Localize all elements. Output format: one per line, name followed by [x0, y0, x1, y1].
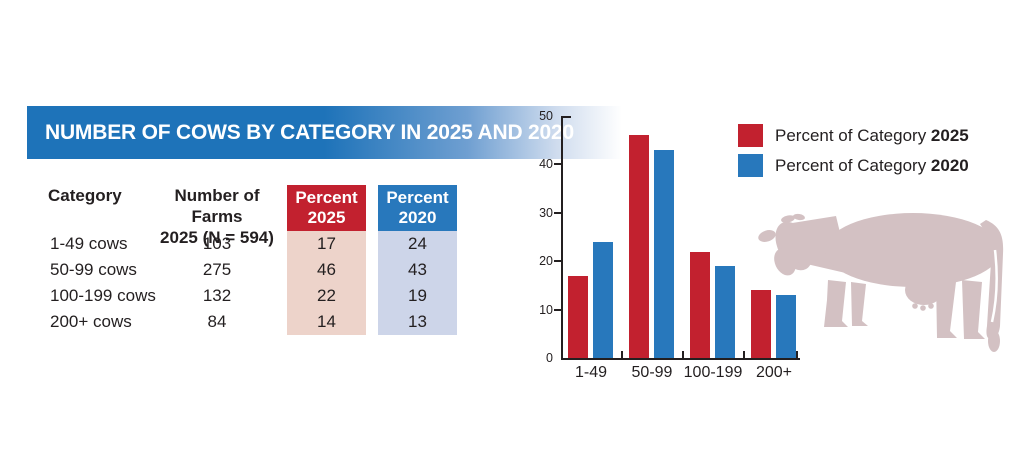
table-row: 200+ cows 84 14 13	[48, 309, 468, 335]
y-axis-tick-label: 10	[539, 302, 553, 317]
title-band: NUMBER OF COWS BY CATEGORY IN 2025 AND 2…	[27, 106, 622, 159]
header-percent-2020: Percent 2020	[378, 185, 457, 231]
bar-2025-50-99	[629, 135, 649, 358]
table-row: 100-199 cows 132 22 19	[48, 283, 468, 309]
legend-item-2025: Percent of Category 2025	[738, 124, 969, 147]
y-axis-tick	[554, 211, 561, 214]
x-axis-label: 1-49	[574, 364, 608, 381]
pct2025-cell: 22	[317, 286, 336, 305]
header-farms-line1: Number of Farms	[174, 186, 260, 226]
legend-label-2025: Percent of Category	[775, 125, 931, 145]
bar-2020-50-99	[654, 149, 674, 358]
legend-year-2020: 2020	[930, 155, 969, 175]
page-title: NUMBER OF COWS BY CATEGORY IN 2025 AND 2…	[45, 120, 574, 144]
y-axis-tick-label: 40	[539, 157, 553, 172]
legend-label-2020: Percent of Category	[775, 155, 931, 175]
legend-year-2025: 2025	[930, 125, 969, 145]
x-axis-tick	[682, 351, 684, 358]
bar-2020-200+	[776, 295, 796, 358]
header-farms: Number of Farms 2025 (N = 594)	[155, 185, 279, 248]
farms-cell: 103	[202, 234, 232, 253]
x-axis-tick	[743, 351, 745, 358]
pct2020-cell: 13	[408, 312, 427, 331]
legend-item-2020: Percent of Category 2020	[738, 154, 969, 177]
bar-2025-200+	[751, 290, 771, 358]
pct-2020-column-bg	[378, 231, 457, 335]
y-axis-tick	[554, 260, 561, 263]
pct2025-cell: 17	[317, 234, 336, 253]
category-cell: 1-49 cows	[50, 234, 128, 253]
farms-cell: 132	[202, 286, 232, 305]
cow-silhouette-icon	[758, 213, 1004, 352]
x-axis-end-tick	[796, 351, 798, 358]
legend-swatch-2025	[738, 124, 763, 147]
farms-cell: 275	[202, 260, 232, 279]
x-axis-label: 200+	[755, 364, 793, 381]
x-axis-tick	[621, 351, 623, 358]
y-axis-tick-label: 50	[539, 109, 553, 123]
category-cell: 50-99 cows	[50, 260, 137, 279]
farms-cell: 84	[207, 312, 227, 331]
cows-table: Category Number of Farms 2025 (N = 594) …	[48, 185, 468, 335]
y-axis-tick-label: 30	[539, 205, 553, 220]
bar-2025-1-49	[568, 275, 588, 358]
bar-chart-plot-area: 0 10 20 30 40 50 1-49 50-99 100-199 200+	[539, 109, 800, 381]
category-cell: 200+ cows	[50, 312, 132, 331]
cow-rump-highlight	[990, 249, 998, 323]
bar-2020-100-199	[715, 266, 735, 358]
bar-2020-1-49	[593, 241, 613, 358]
x-axis-label: 100-199	[683, 364, 743, 381]
x-axis-label: 50-99	[631, 364, 673, 381]
table-row: 50-99 cows 275 46 43	[48, 257, 468, 283]
bar-2025-100-199	[690, 251, 710, 358]
pct2020-cell: 19	[408, 286, 427, 305]
chart-legend: Percent of Category 2025 Percent of Cate…	[738, 124, 969, 184]
header-farms-line2: 2025 (N = 594)	[160, 228, 274, 247]
y-axis-tick	[554, 308, 561, 311]
pct2020-cell: 43	[408, 260, 427, 279]
pct2020-cell: 24	[408, 234, 427, 253]
category-cell: 100-199 cows	[50, 286, 156, 305]
y-axis-tick-label: 20	[539, 254, 553, 269]
header-percent-2025: Percent 2025	[287, 185, 366, 231]
y-axis-tick-label: 0	[546, 351, 553, 365]
y-axis-tick	[554, 163, 561, 166]
y-axis-top-tick	[563, 116, 571, 118]
legend-swatch-2020	[738, 154, 763, 177]
table-row: 1-49 cows 103 17 24	[48, 231, 468, 257]
pct2025-cell: 46	[317, 260, 336, 279]
pct-2025-column-bg	[287, 231, 366, 335]
pct2025-cell: 14	[317, 312, 336, 331]
header-category: Category	[48, 186, 122, 205]
